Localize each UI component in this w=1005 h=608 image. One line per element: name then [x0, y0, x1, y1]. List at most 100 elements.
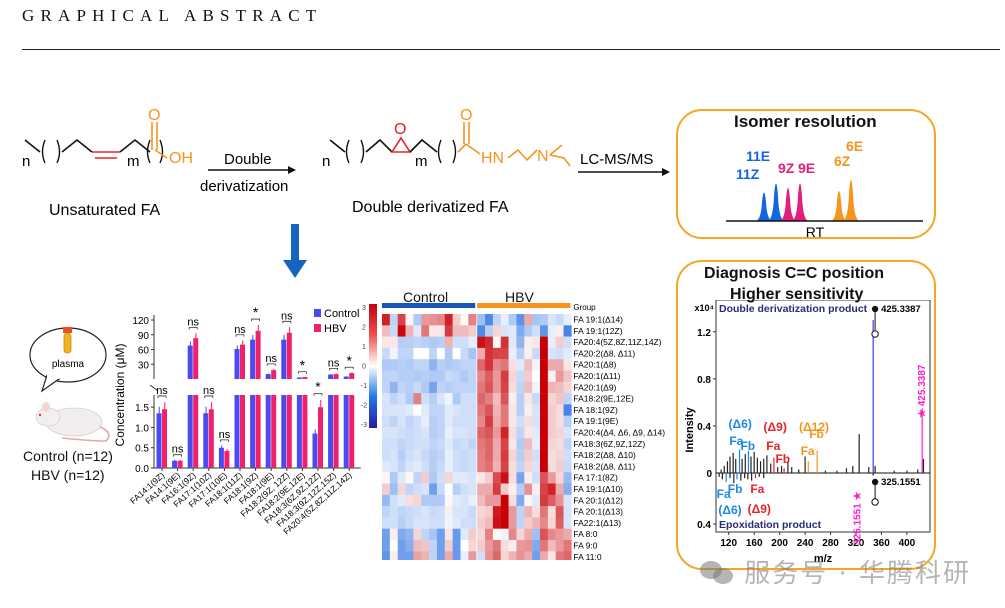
- heatmap-cell: [492, 472, 501, 484]
- unsaturated-fa-structure: n m O OH: [22, 107, 193, 170]
- heatmap-cell: [421, 347, 430, 360]
- heatmap-cell: [429, 314, 438, 326]
- heatmap-cell: [555, 404, 564, 416]
- heatmap-cell: [540, 528, 549, 541]
- heatmap-cell: [563, 370, 572, 382]
- heatmap-cell: [485, 517, 494, 529]
- heatmap-cell: [452, 472, 461, 484]
- heatmap-cell: [508, 472, 517, 484]
- heatmap-cell: [421, 483, 430, 495]
- bar-hbv: [193, 395, 199, 468]
- m-label: m: [415, 153, 428, 170]
- heatmap-cell: [492, 449, 501, 462]
- heatmap-cell: [508, 415, 517, 428]
- heatmap-cell: [508, 393, 517, 405]
- heatmap-cell: [460, 427, 469, 439]
- heatmap-cell: [563, 494, 572, 507]
- heatmap-cell: [500, 517, 509, 529]
- heatmap-cell: [555, 370, 564, 382]
- heatmap-cell: [436, 347, 445, 360]
- heatmap-cell: [452, 370, 461, 382]
- heatmap-cell: [477, 427, 486, 439]
- heatmap-cell: [508, 483, 517, 495]
- heatmap-cell: [540, 359, 549, 371]
- heatmap-cell: [492, 347, 501, 360]
- heatmap-cell: [444, 506, 453, 518]
- heatmap-cell: [405, 438, 414, 450]
- heatmap-row-label: FA 8:0: [573, 529, 597, 539]
- heatmap-cell: [468, 472, 477, 484]
- heatmap-cell: [405, 506, 414, 518]
- oxygen-label: O: [148, 107, 160, 124]
- double-derivatized-fa-label: Double derivatized FA: [352, 199, 509, 216]
- heatmap-row-label: FA 18:1(9Z): [573, 405, 618, 415]
- heatmap-cell: [452, 314, 461, 326]
- heatmap-cell: [547, 427, 556, 439]
- heatmap-cell: [413, 551, 422, 560]
- heatmap-cell: [563, 325, 572, 337]
- heatmap-cell: [405, 494, 414, 507]
- heatmap-row-label: FA20:4(5Z,8Z,11Z,14Z): [573, 337, 661, 347]
- heatmap-cell: [500, 393, 509, 405]
- heatmap-cell: [524, 381, 533, 394]
- heatmap-cell: [555, 472, 564, 484]
- bar-hbv: [240, 395, 245, 468]
- heatmap-cell: [540, 449, 549, 462]
- heatmap-cell: [563, 528, 572, 541]
- peak-label: 9Z: [778, 160, 795, 176]
- heatmap-cell: [436, 540, 445, 552]
- bar-control: [281, 395, 287, 468]
- heatmap-cell: [397, 336, 406, 349]
- heatmap-cell: [429, 472, 438, 484]
- heatmap-cell: [460, 528, 469, 541]
- heatmap-cell: [389, 449, 398, 462]
- heatmap-cell: [468, 517, 477, 529]
- heatmap-cell: [532, 381, 541, 394]
- heatmap-cell: [413, 347, 422, 360]
- peak-label: 9E: [798, 160, 815, 176]
- heatmap-cell: [524, 517, 533, 529]
- heatmap-cell: [460, 472, 469, 484]
- heatmap-cell: [405, 517, 414, 529]
- spectrum-frame: [715, 300, 931, 533]
- heatmap-cell: [477, 506, 486, 518]
- heatmap-cell: [492, 540, 501, 552]
- heatmap-cell: [485, 528, 494, 541]
- heatmap-cell: [429, 393, 438, 405]
- bar-hbv: [302, 395, 308, 468]
- heatmap-cell: [555, 528, 564, 541]
- epoxide-oxygen-label: O: [394, 121, 406, 138]
- heatmap-cell: [382, 404, 391, 416]
- heatmap-cell: [405, 381, 414, 394]
- x-tick-label: 320: [848, 538, 865, 549]
- heatmap-cell: [460, 393, 469, 405]
- heatmap-cell: [500, 460, 509, 473]
- heatmap-cell: [524, 540, 533, 552]
- heatmap-cell: [547, 483, 556, 495]
- bar-control: [312, 433, 318, 468]
- heatmap-cell: [547, 528, 556, 541]
- heatmap-cell: [382, 336, 391, 349]
- heatmap-cell: [389, 370, 398, 382]
- bar-control: [187, 345, 193, 379]
- isomer-panel-title: Isomer resolution: [734, 112, 877, 131]
- heatmap-cell: [508, 336, 517, 349]
- heatmap-cell: [389, 336, 398, 349]
- heatmap-cell: [547, 336, 556, 349]
- heatmap-cell: [508, 347, 517, 360]
- rat-icon: [35, 402, 110, 442]
- heatmap-cell: [532, 528, 541, 541]
- heatmap-cell: [516, 415, 525, 428]
- bar-hbv: [240, 344, 245, 379]
- heatmap-cell: [563, 551, 572, 560]
- heatmap-cell: [389, 494, 398, 507]
- heatmap-cell: [405, 325, 414, 337]
- heatmap-cell: [532, 370, 541, 382]
- heatmap-cell: [477, 540, 486, 552]
- heatmap-cell: [460, 540, 469, 552]
- heatmap-cell: [389, 506, 398, 518]
- y-tick-label: 60: [138, 346, 150, 357]
- heatmap-cell: [389, 393, 398, 405]
- heatmap-cell: [555, 449, 564, 462]
- significance-bracket: [298, 371, 307, 374]
